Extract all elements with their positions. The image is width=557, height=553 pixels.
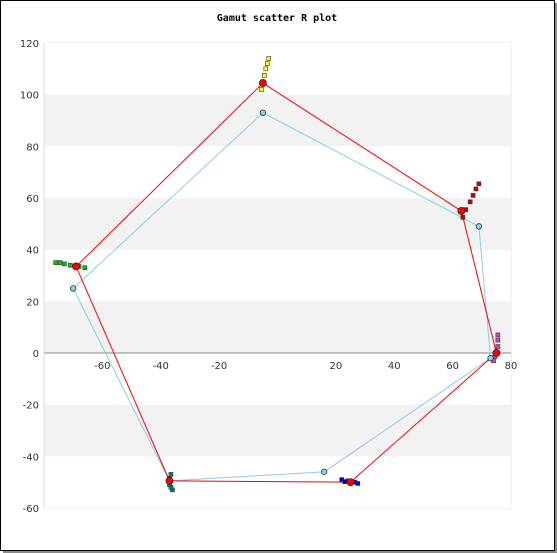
cluster-marker xyxy=(259,87,264,92)
x-tick-label: 40 xyxy=(388,361,401,372)
grid-band-shaded xyxy=(44,198,511,250)
series-point xyxy=(165,476,174,485)
grid-bands xyxy=(43,42,512,509)
tick-labels: -60 -40 -20 0 20 40 60 80 100 120 -60 -40 -20 20 40 60 8… xyxy=(20,39,517,515)
series-point xyxy=(259,109,267,116)
series-point xyxy=(258,79,267,87)
chart-title: Gamut scatter R plot xyxy=(217,13,337,24)
y-tick-label: 0 xyxy=(33,349,39,360)
y-tick-label: 40 xyxy=(26,246,39,257)
series-point xyxy=(321,468,328,475)
cluster-marker xyxy=(262,72,267,78)
cluster-marker xyxy=(67,262,73,268)
series-point xyxy=(457,206,466,215)
grid-band-shaded xyxy=(44,301,511,353)
x-tick-label: -20 xyxy=(211,361,227,372)
y-tick-label: -60 xyxy=(23,504,39,515)
cluster-marker xyxy=(62,261,67,267)
cluster-marker xyxy=(467,199,473,205)
x-tick-label: 80 xyxy=(505,361,518,372)
series-point xyxy=(492,349,501,357)
y-tick-label: -40 xyxy=(23,452,39,463)
cluster-marker xyxy=(473,186,479,192)
series-point xyxy=(475,223,483,230)
y-tick-label: 60 xyxy=(26,194,39,205)
cluster-marker xyxy=(53,260,58,265)
cluster-marker xyxy=(342,479,347,484)
cluster-marker xyxy=(476,181,482,187)
cluster-marker xyxy=(460,215,466,220)
cluster-marker xyxy=(495,332,501,338)
grid-band xyxy=(44,456,511,508)
grid-band xyxy=(44,249,511,302)
x-tick-label: 60 xyxy=(446,361,459,372)
cluster-marker xyxy=(470,193,476,198)
y-tick-label: -20 xyxy=(23,401,39,412)
x-tick-label: 20 xyxy=(330,361,343,372)
grid-band xyxy=(44,146,511,198)
x-tick-label: -40 xyxy=(153,361,169,372)
x-tick-label: -60 xyxy=(94,361,110,372)
y-tick-label: 80 xyxy=(26,142,39,153)
cluster-marker xyxy=(263,66,269,72)
series-points xyxy=(70,79,501,487)
cluster-marker xyxy=(168,472,174,477)
grid-band-shaded xyxy=(44,404,511,457)
series-point xyxy=(346,478,355,487)
axes xyxy=(43,43,511,508)
cluster-marker xyxy=(266,56,272,61)
y-tick-label: 100 xyxy=(20,91,39,102)
y-tick-label: 20 xyxy=(26,297,39,308)
grid-band xyxy=(44,353,511,405)
series-point xyxy=(70,285,77,292)
series-point xyxy=(72,262,81,271)
cluster-marker xyxy=(57,260,63,265)
cluster-marker xyxy=(82,265,88,271)
cluster-marker xyxy=(495,344,501,349)
series-point xyxy=(487,355,494,362)
cluster-marker xyxy=(264,61,270,66)
y-tick-label: 120 xyxy=(20,39,39,50)
cluster-marker xyxy=(495,337,501,343)
grid-band xyxy=(44,43,511,95)
cluster-marker xyxy=(355,481,361,486)
